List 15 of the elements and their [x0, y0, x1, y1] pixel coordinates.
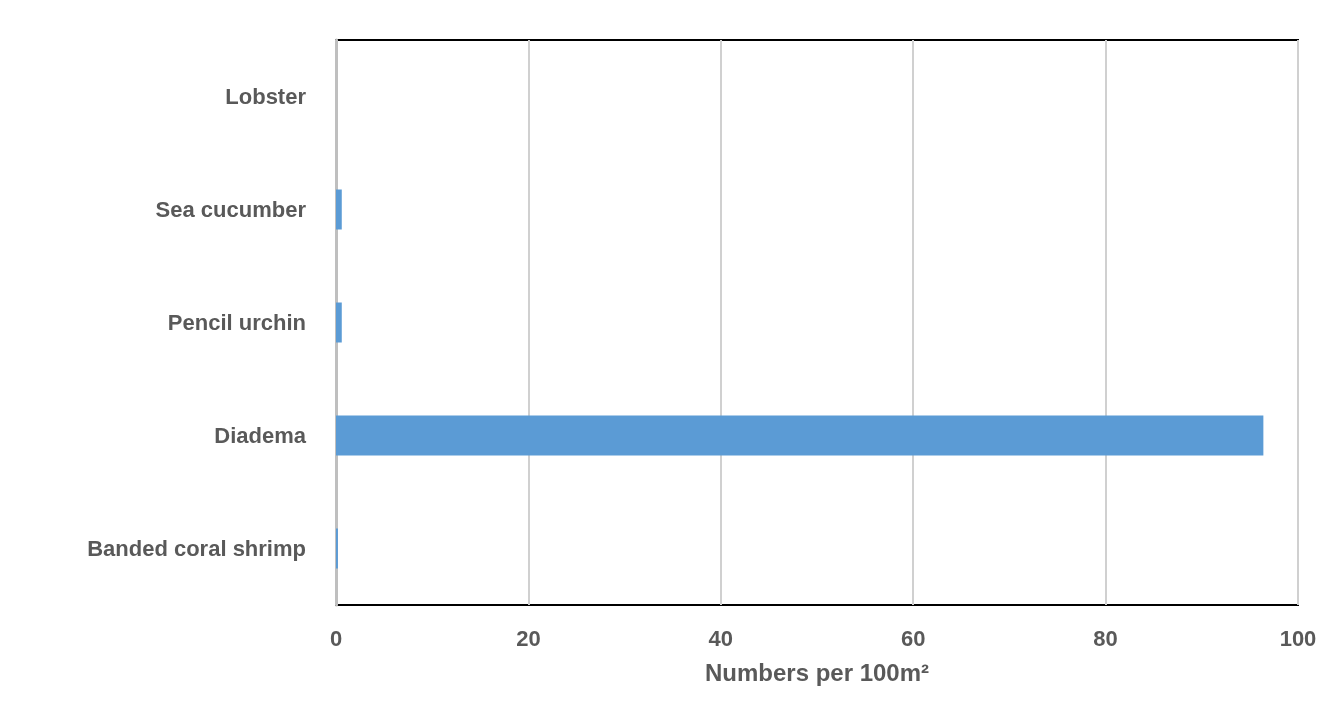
- y-tick-label: Banded coral shrimp: [87, 536, 306, 561]
- y-tick-label: Lobster: [225, 84, 307, 109]
- bar: [336, 302, 342, 343]
- bar: [336, 189, 342, 230]
- x-tick-label: 80: [1093, 625, 1118, 651]
- x-tick-label: 0: [329, 625, 343, 651]
- x-tick-label: 20: [516, 625, 541, 651]
- bar: [336, 415, 1264, 456]
- x-tick-label: 40: [708, 625, 734, 651]
- x-tick-label: 100: [1279, 625, 1317, 651]
- x-axis-title: Numbers per 100m²: [704, 658, 930, 686]
- y-tick-label: Sea cucumber: [155, 197, 307, 222]
- x-tick-label: 60: [900, 625, 926, 651]
- y-tick-label: Diadema: [214, 423, 307, 448]
- y-tick-label: Pencil urchin: [167, 310, 306, 335]
